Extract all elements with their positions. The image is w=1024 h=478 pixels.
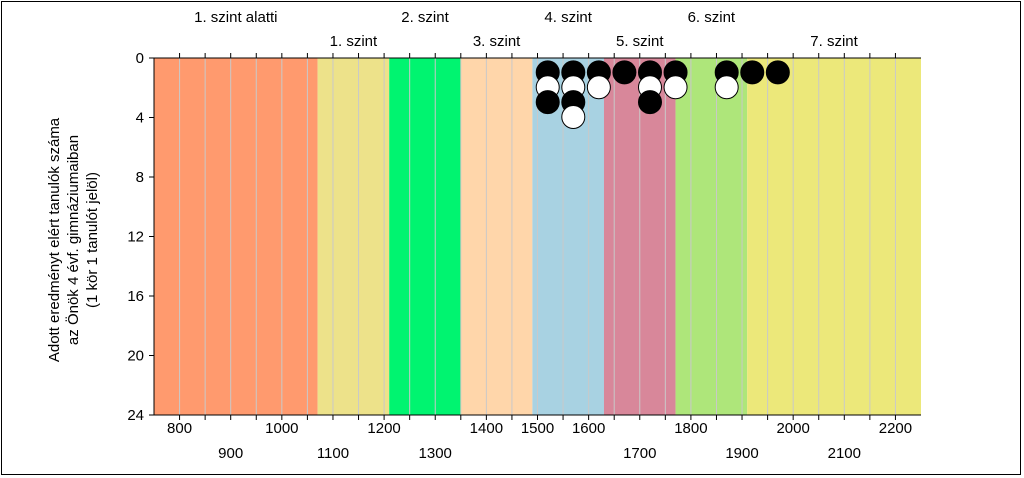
student-point (586, 75, 611, 100)
student-point (663, 75, 688, 100)
x-tick-label: 900 (218, 445, 243, 462)
x-tick-label: 1000 (265, 420, 298, 437)
x-tick-label: 1400 (470, 420, 503, 437)
y-axis-label-line: Adott eredményt elért tanulók száma (46, 117, 63, 362)
student-point (561, 105, 586, 129)
y-tick-label: 16 (127, 288, 144, 305)
y-tick-label: 24 (127, 407, 144, 424)
x-tick-label: 1800 (674, 420, 707, 437)
y-tick-label: 0 (136, 50, 144, 67)
x-tick-label: 800 (167, 420, 192, 437)
level-band (675, 58, 748, 415)
x-tick-label: 2000 (776, 420, 809, 437)
level-label: 7. szint (810, 33, 858, 50)
student-point (637, 90, 662, 115)
y-axis-label: Adott eredményt elért tanulók száma az Ön… (46, 117, 101, 362)
student-point (535, 90, 560, 115)
level-band (389, 58, 461, 415)
x-tick-label: 1500 (521, 420, 554, 437)
x-tick-label: 1200 (367, 420, 400, 437)
level-band (747, 58, 921, 415)
level-band (460, 58, 533, 415)
y-axis-label-line: az Önök 4 évf. gimnáziumaiban (64, 135, 82, 345)
x-tick-label: 1100 (317, 445, 349, 462)
level-label: 2. szint (401, 9, 449, 26)
level-label: 5. szint (616, 33, 664, 50)
x-tick-label: 1700 (623, 445, 656, 462)
level-label: 4. szint (544, 9, 592, 26)
student-point (612, 60, 637, 85)
y-tick-label: 8 (136, 169, 144, 186)
level-label: 1. szint (330, 33, 378, 50)
x-tick-label: 2100 (828, 445, 861, 462)
x-tick-label: 1300 (419, 445, 452, 462)
level-label: 1. szint alatti (194, 9, 277, 26)
y-axis-label-line: (1 kör 1 tanulót jelöl) (84, 172, 101, 308)
level-label: 6. szint (688, 9, 736, 26)
y-tick-label: 20 (127, 348, 144, 365)
x-tick-label: 2200 (879, 420, 912, 437)
y-tick-label: 4 (136, 110, 144, 127)
x-tick-label: 1900 (725, 445, 758, 462)
x-tick-label: 1600 (572, 420, 605, 437)
level-band (317, 58, 390, 415)
student-point (765, 60, 790, 85)
level-label: 3. szint (473, 33, 521, 50)
student-point (714, 75, 739, 100)
y-tick-label: 12 (127, 229, 144, 246)
student-point (740, 60, 765, 85)
level-band (154, 58, 318, 415)
